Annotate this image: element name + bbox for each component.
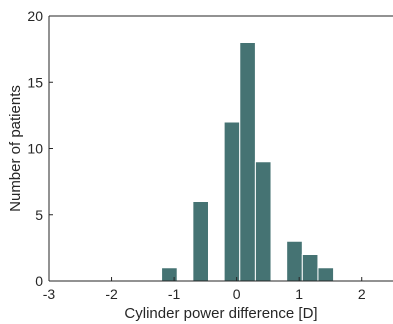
x-tick-label: 1 — [295, 286, 303, 302]
histogram-bar — [317, 267, 335, 282]
histogram-bar — [239, 42, 256, 282]
y-axis-label: Number of patients — [7, 85, 24, 212]
x-tick-label: -1 — [168, 286, 181, 302]
x-tick-label: -2 — [105, 286, 118, 302]
histogram-bar — [301, 254, 319, 282]
histogram-bar — [192, 201, 209, 282]
x-axis-label: Cylinder power difference [D] — [124, 305, 317, 322]
y-tick-label: 15 — [27, 74, 43, 90]
histogram-bar — [161, 267, 178, 282]
histogram-bar — [254, 161, 272, 282]
y-tick-label: 10 — [27, 141, 43, 157]
y-tick-label: 0 — [35, 273, 43, 289]
x-tick-label: 0 — [233, 286, 241, 302]
y-tick-label: 20 — [27, 8, 43, 24]
x-ticks-group: -3 -2 -1 0 1 2 — [43, 277, 366, 302]
histogram-bar — [223, 121, 241, 282]
bars-group — [161, 42, 335, 282]
y-ticks-group: 0 5 10 15 20 — [27, 8, 53, 289]
x-tick-label: -3 — [43, 286, 56, 302]
y-tick-label: 5 — [35, 207, 43, 223]
x-tick-label: 2 — [358, 286, 366, 302]
histogram-bar — [286, 240, 303, 282]
